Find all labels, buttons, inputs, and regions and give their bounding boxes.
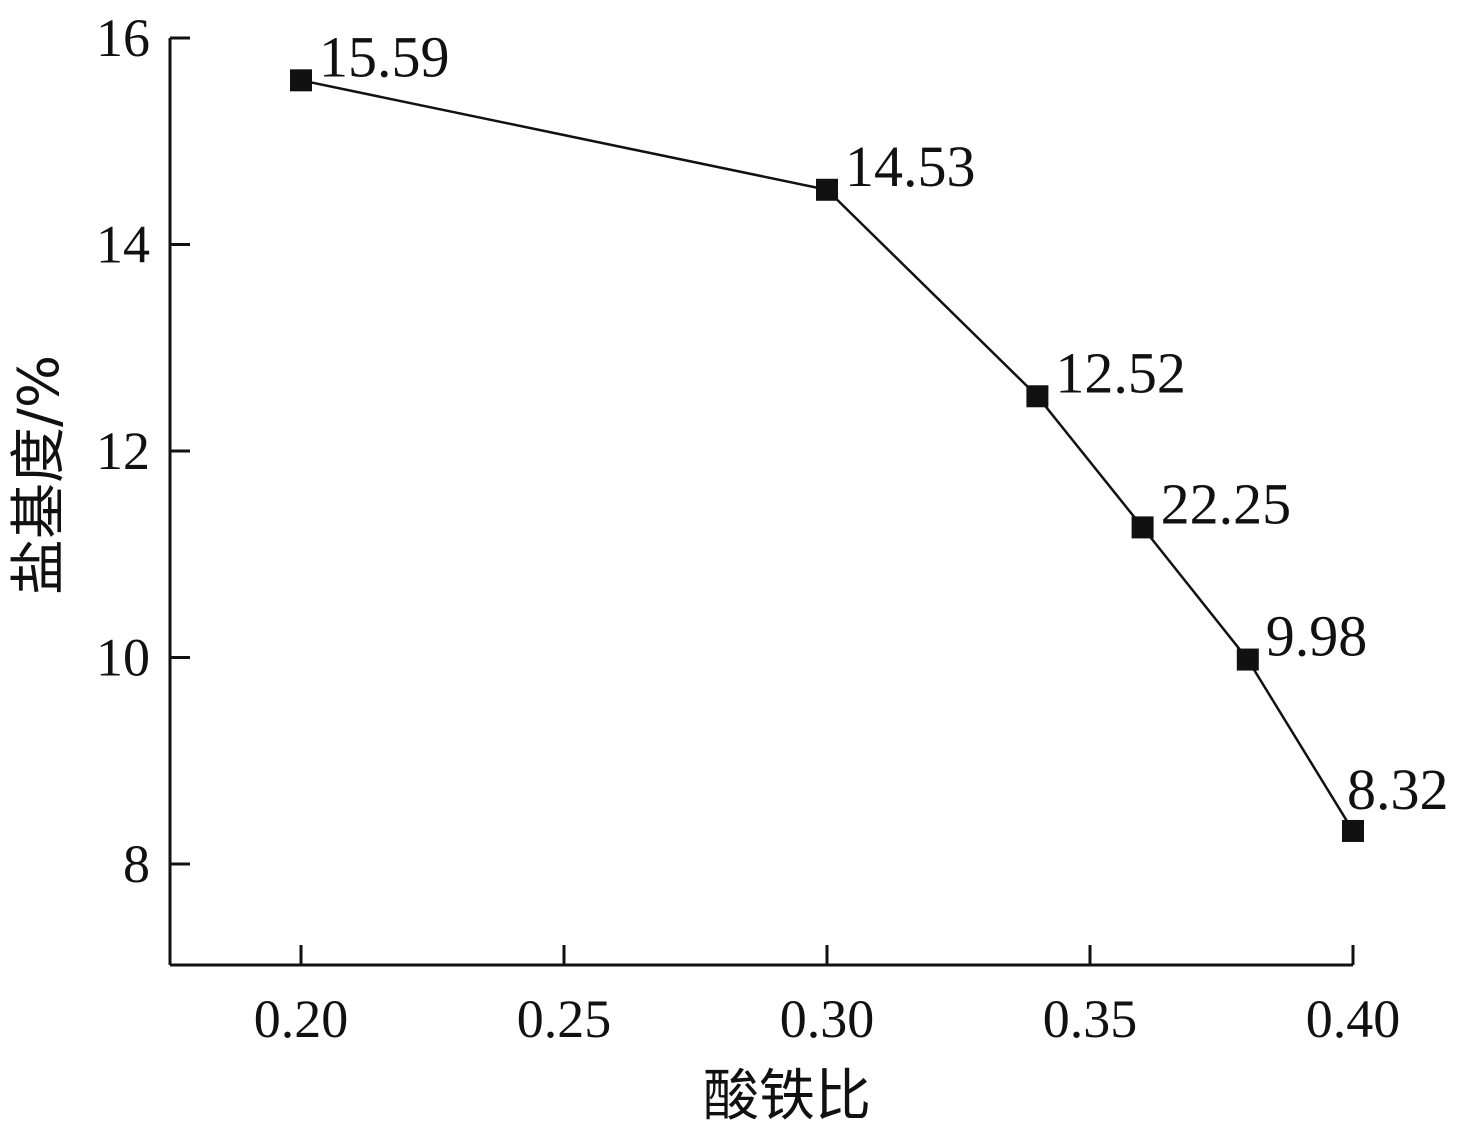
x-axis-title: 酸铁比 bbox=[703, 1064, 871, 1129]
x-tick-label: 0.25 bbox=[517, 989, 612, 1049]
data-labels: 15.59 14.53 12.52 22.25 9.98 8.32 bbox=[319, 24, 1449, 822]
data-label: 15.59 bbox=[319, 24, 450, 89]
y-tick-label: 10 bbox=[96, 628, 150, 688]
data-point bbox=[1342, 819, 1364, 842]
data-point bbox=[1236, 648, 1259, 671]
y-tick-label: 8 bbox=[123, 834, 150, 894]
data-label: 14.53 bbox=[845, 134, 976, 199]
data-label: 12.52 bbox=[1055, 340, 1186, 405]
data-point bbox=[816, 178, 838, 201]
data-label: 9.98 bbox=[1266, 604, 1368, 669]
x-tick-label: 0.30 bbox=[780, 989, 875, 1049]
y-tick-label: 12 bbox=[96, 421, 150, 481]
data-label: 8.32 bbox=[1347, 757, 1449, 822]
x-tick-label: 0.20 bbox=[254, 989, 349, 1049]
series-line bbox=[300, 79, 1355, 832]
y-tick-label: 14 bbox=[96, 215, 150, 275]
x-tick-label: 0.35 bbox=[1043, 989, 1138, 1049]
data-point bbox=[1026, 385, 1049, 408]
y-ticks: 8 10 12 14 16 bbox=[96, 8, 190, 894]
data-point bbox=[1131, 516, 1154, 539]
y-axis-title: 盐基度/% bbox=[7, 355, 72, 595]
x-ticks: 0.20 0.25 0.30 0.35 0.40 bbox=[254, 945, 1401, 1049]
y-tick-label: 16 bbox=[96, 8, 150, 68]
x-tick-label: 0.40 bbox=[1306, 989, 1401, 1049]
data-label: 22.25 bbox=[1161, 471, 1292, 536]
data-point bbox=[290, 69, 312, 92]
axes bbox=[168, 38, 1353, 967]
series-layer bbox=[290, 69, 1364, 842]
